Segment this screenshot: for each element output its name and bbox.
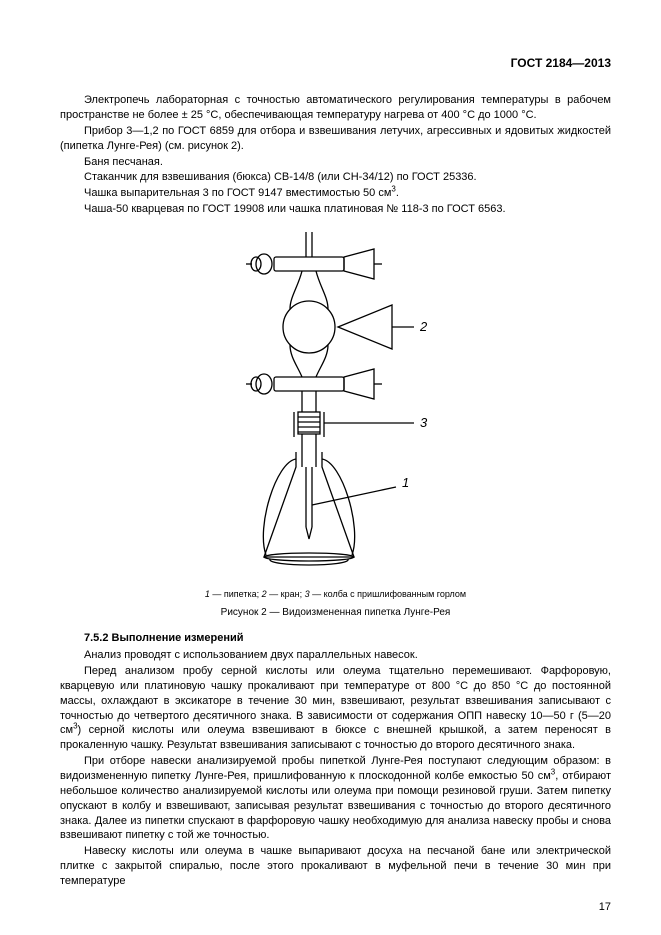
paragraph: Электропечь лабораторная с точностью авт… — [60, 93, 611, 123]
figure-caption: Рисунок 2 — Видоизмененная пипетка Лунге… — [60, 606, 611, 620]
pipette-diagram: 2 3 1 — [206, 227, 466, 577]
paragraph: Баня песчаная. — [60, 155, 611, 170]
page: ГОСТ 2184—2013 Электропечь лабораторная … — [0, 0, 661, 935]
paragraph: Навеску кислоты или олеума в чашке выпар… — [60, 844, 611, 889]
document-header: ГОСТ 2184—2013 — [60, 55, 611, 71]
callout-3: 3 — [420, 415, 428, 430]
section-heading-7-5-2: 7.5.2 Выполнение измерений — [60, 631, 611, 646]
figure-legend: 1 — пипетка; 2 — кран; 3 — колба с пришл… — [60, 588, 611, 600]
page-number: 17 — [599, 900, 611, 915]
paragraph: Стаканчик для взвешивания (бюкса) СВ-14/… — [60, 170, 611, 185]
figure-2: 2 3 1 1 — пипетка; 2 — кран; 3 — колба с… — [60, 227, 611, 619]
paragraph: При отборе навески анализируемой пробы п… — [60, 754, 611, 843]
paragraph: Чаша-50 кварцевая по ГОСТ 19908 или чашк… — [60, 202, 611, 217]
text: Чашка выпарительная 3 по ГОСТ 9147 вмест… — [84, 187, 391, 199]
callout-1: 1 — [402, 475, 409, 490]
paragraph: Перед анализом пробу серной кислоты или … — [60, 664, 611, 753]
paragraph: Чашка выпарительная 3 по ГОСТ 9147 вмест… — [60, 186, 611, 201]
legend-text: — кран; — [267, 589, 305, 599]
paragraph: Анализ проводят с использованием двух па… — [60, 648, 611, 663]
legend-text: — колба с пришлифованным горлом — [310, 589, 467, 599]
callout-2: 2 — [419, 319, 428, 334]
legend-text: — пипетка; — [210, 589, 262, 599]
text: ) серной кислоты или олеума взвешивают в… — [60, 724, 611, 751]
paragraph: Прибор 3—1,2 по ГОСТ 6859 для отбора и в… — [60, 124, 611, 154]
text: При отборе навески анализируемой пробы п… — [60, 755, 611, 782]
text: . — [396, 187, 399, 199]
